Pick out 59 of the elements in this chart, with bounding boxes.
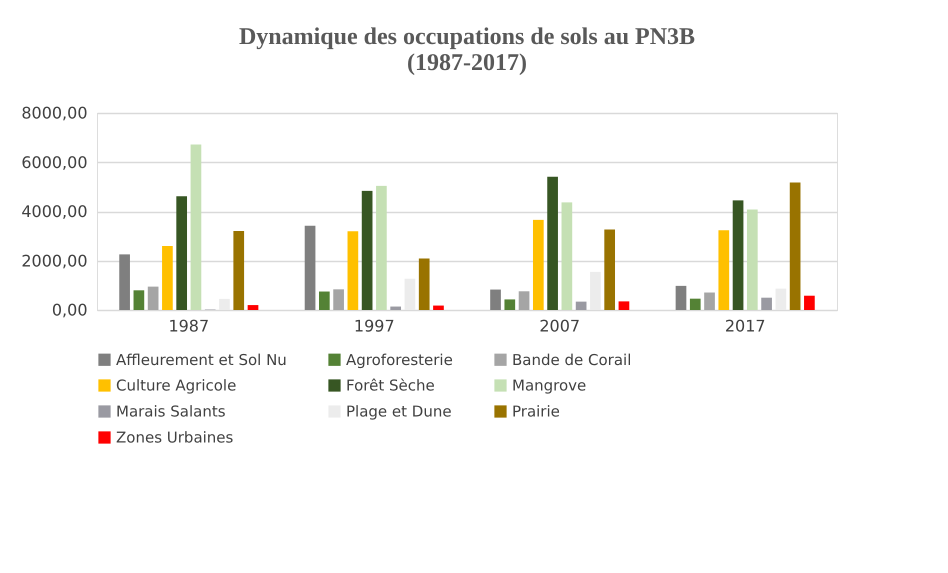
x-tick-label: 1997 xyxy=(354,316,395,336)
bar xyxy=(148,286,158,310)
bar xyxy=(233,230,244,310)
x-tick-label: 1987 xyxy=(168,316,210,336)
bar xyxy=(119,254,130,310)
bar xyxy=(362,190,372,310)
bar xyxy=(318,292,330,310)
y-tick-label: 6000,00 xyxy=(21,152,88,172)
bar xyxy=(676,286,686,310)
bar xyxy=(761,298,772,310)
bar xyxy=(134,290,144,310)
bar xyxy=(562,202,572,310)
bar xyxy=(732,200,744,310)
bar xyxy=(776,288,786,310)
bar xyxy=(418,258,430,310)
bar xyxy=(390,306,402,310)
legend-label: Culture Agricole xyxy=(116,376,236,394)
bar xyxy=(532,220,544,310)
bar xyxy=(333,289,344,310)
x-tick-label: 2017 xyxy=(724,316,766,336)
y-tick-label: 0,00 xyxy=(52,300,88,320)
x-tick-label: 2007 xyxy=(539,316,580,336)
bar xyxy=(176,196,188,310)
chart-title: Dynamique des occupations de sols au PN3B (1987-2017) xyxy=(238,24,696,76)
bar xyxy=(704,292,715,310)
bar xyxy=(190,144,202,310)
bar xyxy=(518,291,530,310)
bar xyxy=(590,272,601,310)
bar xyxy=(348,231,358,310)
legend-label: Marais Salants xyxy=(116,402,226,420)
legend-label: Forêt Sèche xyxy=(346,376,435,394)
bar xyxy=(547,176,558,310)
bar xyxy=(433,306,444,310)
legend-label: Zones Urbaines xyxy=(116,428,234,446)
bar xyxy=(248,305,258,310)
bar xyxy=(604,229,616,310)
bar xyxy=(404,278,416,310)
bar xyxy=(790,182,800,310)
legend-label: Prairie xyxy=(512,402,560,420)
bar xyxy=(304,226,316,310)
bar xyxy=(804,296,815,310)
bar xyxy=(162,246,173,310)
y-tick-label: 8000,00 xyxy=(21,104,88,122)
y-tick-label: 4000,00 xyxy=(21,202,88,221)
y-tick-label: 2000,00 xyxy=(21,251,88,270)
legend-label: Affleurement et Sol Nu xyxy=(116,350,287,369)
bar xyxy=(746,210,758,310)
legend-label: Agroforesterie xyxy=(346,350,453,369)
bar xyxy=(504,299,516,310)
bar xyxy=(576,302,586,310)
bar xyxy=(219,298,230,310)
legend-label: Bande de Corail xyxy=(512,350,632,369)
bar xyxy=(376,186,387,310)
bar xyxy=(490,290,501,310)
bar xyxy=(690,298,701,310)
bar xyxy=(718,230,730,310)
legend-label: Mangrove xyxy=(512,376,586,394)
bar xyxy=(618,301,630,310)
legend-label: Plage et Dune xyxy=(346,402,452,420)
